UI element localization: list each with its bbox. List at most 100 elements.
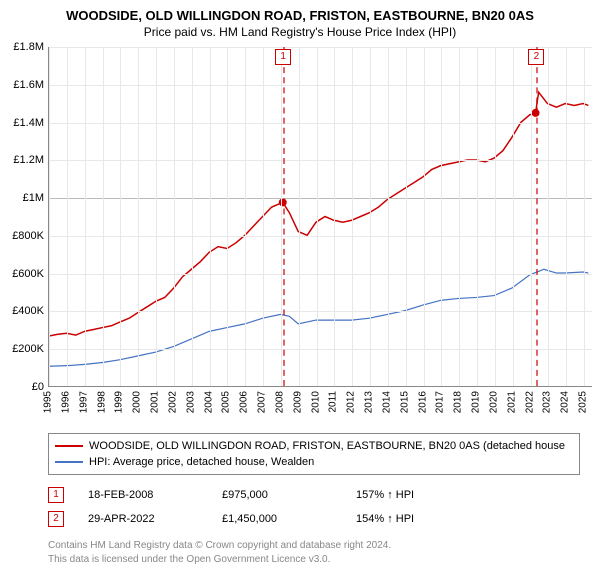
- gridline-v: [67, 47, 68, 386]
- legend: WOODSIDE, OLD WILLINGDON ROAD, FRISTON, …: [48, 433, 580, 475]
- x-tick-label: 2012: [346, 391, 357, 413]
- gridline-v: [192, 47, 193, 386]
- x-tick-label: 2002: [167, 391, 178, 413]
- x-tick-label: 2024: [560, 391, 571, 413]
- event-vline: [536, 47, 538, 386]
- gridline-h: [49, 85, 592, 86]
- event-marker-box: 2: [528, 49, 544, 65]
- gridline-v: [459, 47, 460, 386]
- series-line-woodside: [49, 92, 588, 336]
- event-price: £1,450,000: [222, 513, 332, 525]
- event-date: 18-FEB-2008: [88, 489, 198, 501]
- gridline-h: [49, 123, 592, 124]
- x-tick-label: 1998: [96, 391, 107, 413]
- y-tick-label: £1M: [23, 192, 44, 204]
- footer: WOODSIDE, OLD WILLINGDON ROAD, FRISTON, …: [0, 427, 600, 571]
- gridline-v: [406, 47, 407, 386]
- event-row: 2 29-APR-2022 £1,450,000 154% ↑ HPI: [48, 509, 580, 529]
- x-tick-label: 2004: [203, 391, 214, 413]
- gridline-v: [49, 47, 50, 386]
- gridline-v: [424, 47, 425, 386]
- event-hpi: 154% ↑ HPI: [356, 513, 466, 525]
- event-row: 1 18-FEB-2008 £975,000 157% ↑ HPI: [48, 485, 580, 505]
- copyright: Contains HM Land Registry data © Crown c…: [48, 539, 580, 567]
- copyright-line2: This data is licensed under the Open Gov…: [48, 553, 580, 567]
- x-tick-label: 2021: [506, 391, 517, 413]
- gridline-v: [441, 47, 442, 386]
- event-price: £975,000: [222, 489, 332, 501]
- x-tick-label: 2023: [542, 391, 553, 413]
- x-axis: 1995199619971998199920002001200220032004…: [48, 391, 592, 427]
- x-tick-label: 2013: [364, 391, 375, 413]
- x-tick-label: 2014: [381, 391, 392, 413]
- gridline-v: [334, 47, 335, 386]
- y-tick-label: £1.4M: [13, 117, 44, 129]
- copyright-line1: Contains HM Land Registry data © Crown c…: [48, 539, 580, 553]
- gridline-v: [174, 47, 175, 386]
- y-tick-label: £1.6M: [13, 79, 44, 91]
- x-tick-label: 1999: [114, 391, 125, 413]
- y-axis: £0£200K£400K£600K£800K£1M£1.2M£1.4M£1.6M…: [0, 47, 48, 387]
- event-date: 29-APR-2022: [88, 513, 198, 525]
- x-tick-label: 2019: [471, 391, 482, 413]
- gridline-h: [49, 47, 592, 48]
- y-tick-label: £200K: [12, 343, 44, 355]
- x-tick-label: 2006: [239, 391, 250, 413]
- y-tick-label: £1.2M: [13, 154, 44, 166]
- event-badge: 2: [48, 511, 64, 527]
- gridline-v: [513, 47, 514, 386]
- x-tick-label: 2022: [524, 391, 535, 413]
- event-marker-box: 1: [275, 49, 291, 65]
- gridline-v: [103, 47, 104, 386]
- legend-row: HPI: Average price, detached house, Weal…: [55, 454, 573, 470]
- gridline-v: [317, 47, 318, 386]
- gridline-h: [49, 311, 592, 312]
- gridline-v: [388, 47, 389, 386]
- x-tick-label: 2009: [292, 391, 303, 413]
- y-tick-label: £1.8M: [13, 41, 44, 53]
- chart-title: WOODSIDE, OLD WILLINGDON ROAD, FRISTON, …: [0, 0, 600, 23]
- x-tick-label: 2005: [221, 391, 232, 413]
- gridline-v: [85, 47, 86, 386]
- gridline-v: [245, 47, 246, 386]
- gridline-v: [281, 47, 282, 386]
- x-tick-label: 2003: [185, 391, 196, 413]
- x-tick-label: 1996: [60, 391, 71, 413]
- chart-subtitle: Price paid vs. HM Land Registry's House …: [0, 23, 600, 47]
- x-tick-label: 2015: [399, 391, 410, 413]
- gridline-v: [566, 47, 567, 386]
- gridline-v: [263, 47, 264, 386]
- legend-label: WOODSIDE, OLD WILLINGDON ROAD, FRISTON, …: [89, 440, 565, 452]
- line-svg: [49, 47, 592, 386]
- gridline-h: [49, 160, 592, 161]
- gridline-v: [495, 47, 496, 386]
- event-badge: 1: [48, 487, 64, 503]
- y-tick-label: £400K: [12, 305, 44, 317]
- x-tick-label: 2025: [578, 391, 589, 413]
- events-table: 1 18-FEB-2008 £975,000 157% ↑ HPI 2 29-APR-20…: [48, 485, 580, 529]
- x-tick-label: 2008: [274, 391, 285, 413]
- gridline-h: [49, 274, 592, 275]
- event-hpi: 157% ↑ HPI: [356, 489, 466, 501]
- x-tick-label: 1995: [43, 391, 54, 413]
- gridline-v: [370, 47, 371, 386]
- gridline-v: [210, 47, 211, 386]
- x-tick-label: 2011: [328, 391, 339, 413]
- gridline-h: [49, 198, 592, 199]
- gridline-v: [352, 47, 353, 386]
- x-tick-label: 2018: [453, 391, 464, 413]
- gridline-v: [156, 47, 157, 386]
- y-tick-label: £600K: [12, 268, 44, 280]
- legend-swatch: [55, 461, 83, 463]
- gridline-v: [299, 47, 300, 386]
- x-tick-label: 2017: [435, 391, 446, 413]
- y-tick-label: £800K: [12, 230, 44, 242]
- gridline-v: [548, 47, 549, 386]
- plot-area: 12: [48, 47, 592, 387]
- event-vline: [283, 47, 285, 386]
- chart-area: £0£200K£400K£600K£800K£1M£1.2M£1.4M£1.6M…: [0, 47, 600, 427]
- x-tick-label: 2020: [488, 391, 499, 413]
- gridline-v: [120, 47, 121, 386]
- x-tick-label: 1997: [78, 391, 89, 413]
- gridline-h: [49, 349, 592, 350]
